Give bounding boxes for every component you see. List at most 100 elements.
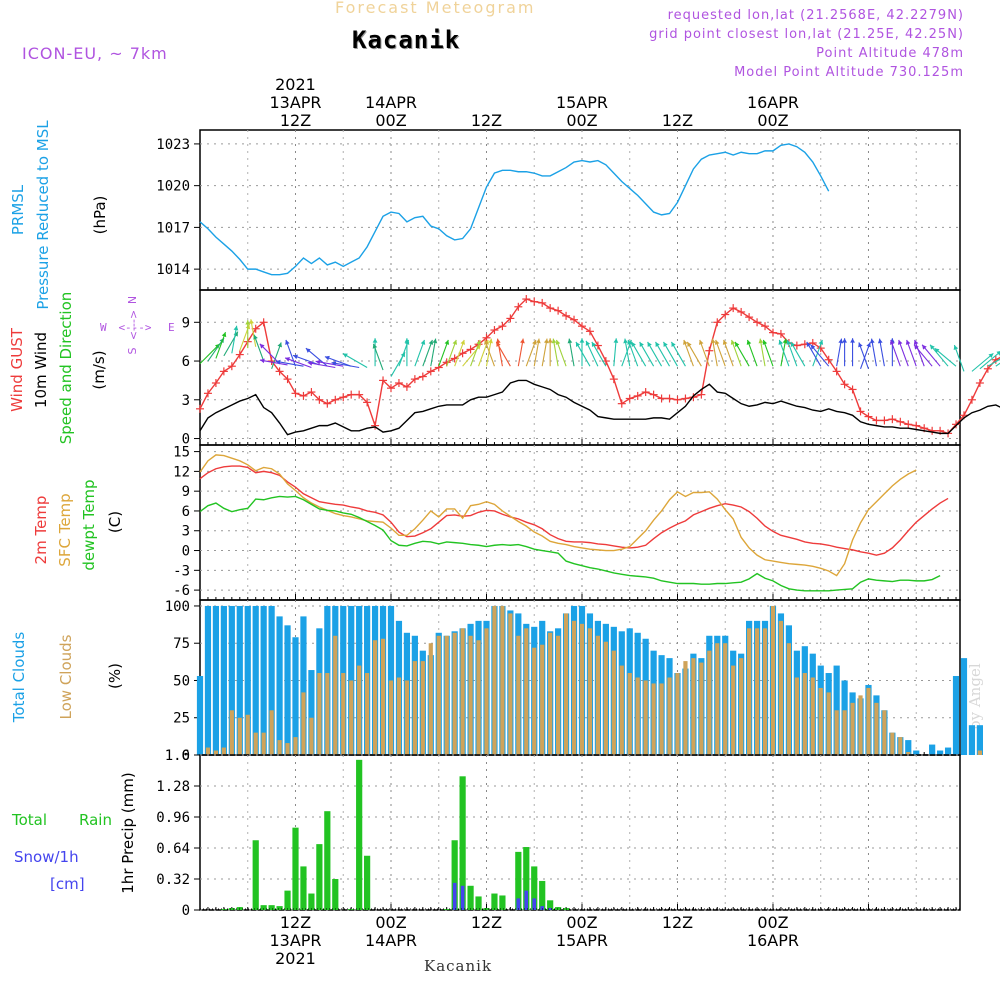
wind-arrow-head [285,357,291,362]
low-bar [762,628,768,755]
ylabel-precip: 1hr Precip (mm) [119,772,137,893]
wind-arrow-shaft [575,341,591,367]
total-bar [960,658,968,755]
rain-bar [228,908,235,910]
top-time-text: 2021 [275,75,316,94]
gust-marker [737,307,746,316]
low-bar [659,683,664,755]
wind-arrow [372,343,384,371]
label-rain: Rain [79,811,112,829]
y-tick-label: 1014 [156,262,190,278]
ylabel-gust: Wind GUST [8,327,26,412]
wind-arrow-shaft [533,338,540,367]
wind-arrow-shaft [836,338,843,367]
low-bar [492,605,497,755]
total-bar [929,744,936,755]
wind-arrow-head [850,338,855,343]
wind-arrow-shaft [878,338,885,367]
wind-arrow [897,339,909,367]
wind-arrow-shaft [292,354,320,366]
wind-arrow [541,338,549,367]
wind-arrow-head [324,355,330,361]
wind-arrow-head [432,338,438,344]
total-bar [976,725,983,755]
gust-marker [896,417,905,426]
wind-arrow-head [543,338,549,344]
bottom-time-label: 12Z [662,913,693,932]
series-sfc [199,454,917,577]
wind-arrow-shaft [223,331,239,357]
y-tick-label: 50 [173,673,190,689]
wind-arrow-shaft [591,341,607,367]
low-bar [500,605,505,755]
wind-arrow-head [532,339,537,345]
gust-marker [227,362,236,371]
wind-arrow-head [372,343,378,349]
gust-marker [952,420,961,429]
gust-marker [713,318,722,327]
wind-arrow [778,339,790,367]
gust-marker [498,322,507,331]
label-cm: [cm] [50,875,85,893]
rain-bar [531,866,538,910]
wind-arrow [913,339,925,367]
gust-marker [458,349,467,358]
ylabel-c: (C) [106,511,124,533]
requested-coords: requested lon,lat (21.2568E, 42.2279N) [667,8,964,23]
wind-arrow-head [342,353,348,358]
series-wind10m [199,379,1000,436]
gust-marker [235,350,244,359]
wind-arrow [746,339,758,367]
low-bar [205,747,211,755]
rain-bar [300,866,307,910]
wind-arrow-head [663,341,668,347]
wind-arrow-head [496,341,501,347]
rain-bar [491,893,498,910]
wind-arrow [551,338,559,367]
low-bar [516,635,521,755]
y-tick-label: 100 [165,599,190,615]
low-bar [468,635,473,755]
gust-marker [538,298,547,307]
wind-arrow [585,340,599,367]
gust-marker [426,367,435,376]
wind-arrow-head [305,348,311,353]
rain-bar [268,905,275,910]
wind-arrow-shaft [568,338,575,367]
rain-bar [451,840,458,910]
compass-s: S [126,347,139,354]
low-bar [587,628,593,755]
wind-arrow-head [913,339,919,345]
low-bar [412,661,417,755]
gust-marker [657,394,666,403]
low-bar [643,680,648,755]
wind-arrow-head [623,338,628,344]
rain-bar [316,844,323,910]
gust-marker [418,372,427,381]
wind-arrow-head [897,339,903,345]
low-bar [532,647,537,755]
wind-arrow [979,351,1000,370]
wind-arrow-head [698,339,704,345]
low-bar [882,710,887,755]
wind-arrow-shaft [271,342,282,369]
low-bar [683,661,688,755]
low-bar [834,710,839,755]
label-snow: Snow/1h [14,848,79,866]
gust-marker [697,390,706,399]
y-tick-label: 0.32 [156,872,190,888]
wind-arrow [860,342,871,369]
low-bar [524,628,529,755]
ylabel-2m-temp: 2m Temp [32,496,50,565]
gust-marker [753,318,762,327]
wind-arrow [249,319,257,347]
low-bar [237,717,242,755]
gust-marker [522,295,531,304]
rain-bar [260,905,267,910]
low-bar [388,680,394,755]
wind-arrow [555,339,567,367]
wind-arrow-head [285,339,290,345]
y-tick-label: 0 [182,903,190,919]
wind-arrow [670,341,686,367]
wind-arrow [734,341,750,367]
